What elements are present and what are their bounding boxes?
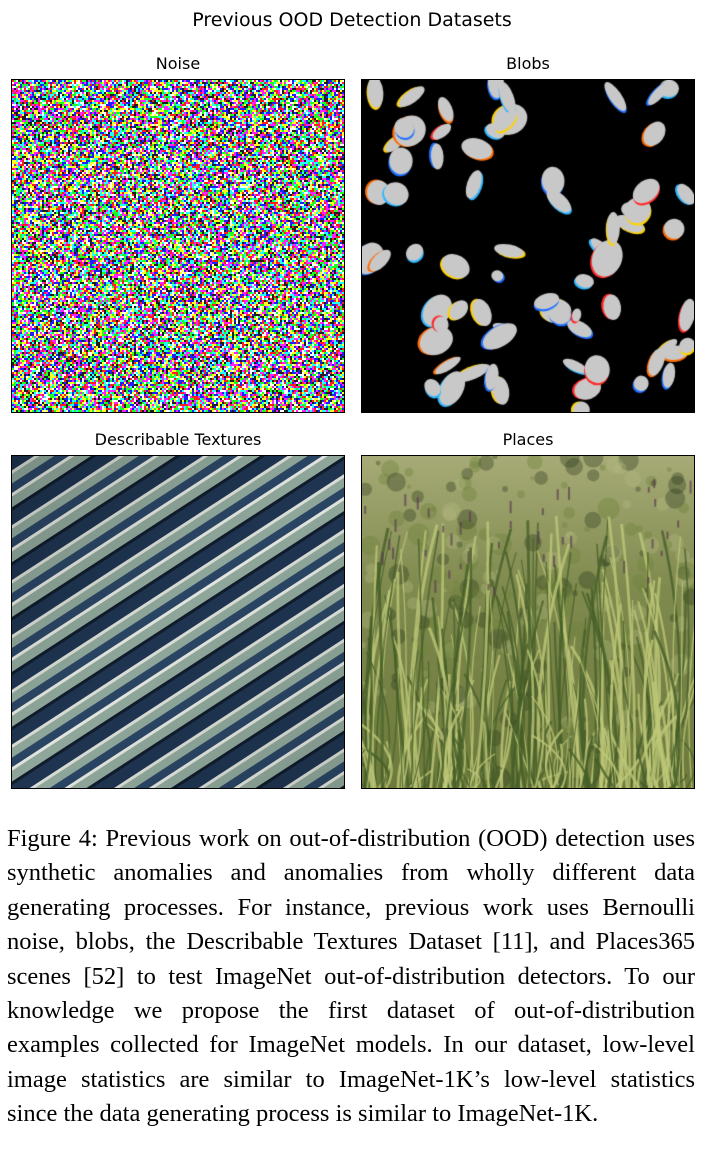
panel-title-places: Places — [502, 430, 554, 449]
striped-texture-image — [11, 455, 345, 789]
blobs-image — [361, 79, 695, 413]
figure-caption: Figure 4: Previous work on out-of-distri… — [7, 825, 695, 1128]
panel-title-blobs: Blobs — [506, 54, 550, 73]
panel-title-textures: Describable Textures — [94, 430, 262, 449]
panel-title-noise: Noise — [155, 54, 201, 73]
grass-field-photo — [361, 455, 695, 789]
figure-title: Previous OOD Detection Datasets — [192, 9, 512, 31]
noise-image — [11, 79, 345, 413]
